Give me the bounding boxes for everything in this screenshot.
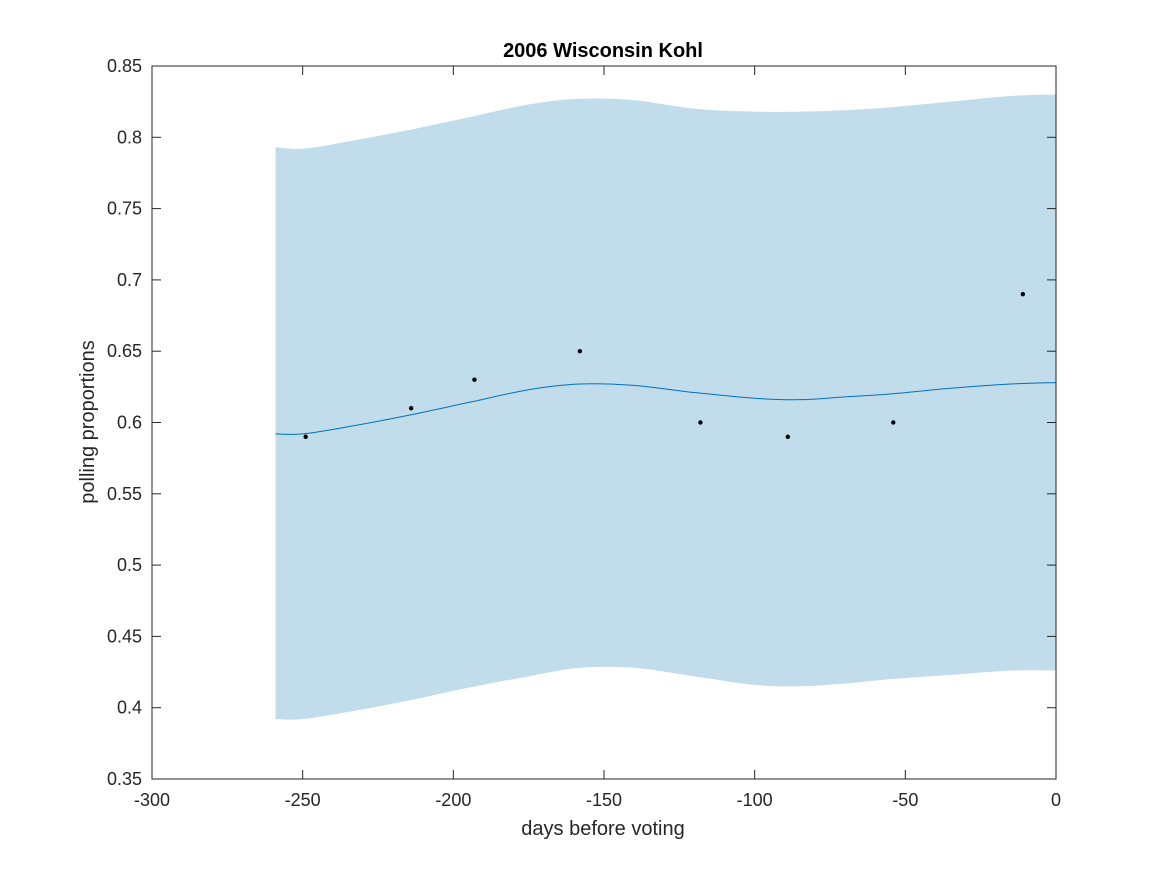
poll-point [698,420,703,425]
y-axis-label: polling proportions [77,340,99,503]
confidence-band [275,94,1057,720]
y-tick-label: 0.55 [107,484,142,504]
x-tick-label: -150 [586,790,622,810]
poll-point [408,406,414,411]
y-tick-label: 0.45 [107,626,142,646]
x-tick-label: -250 [285,790,321,810]
x-axis-label: days before voting [521,818,684,840]
plot-area [275,94,1057,720]
y-axis-ticks: 0.35 0.4 0.45 0.5 0.55 0.6 0.65 0.7 0.75 0.8 0.85 [107,56,1056,789]
fit-line [275,382,1057,435]
poll-point [577,349,583,354]
x-tick-label: -50 [892,790,918,810]
y-tick-label: 0.6 [117,413,142,433]
x-tick-label: -300 [134,790,170,810]
y-tick-label: 0.35 [107,769,142,789]
x-axis-ticks: -300 -250 -200 -150 -100 -50 0 [134,66,1061,810]
y-tick-label: 0.8 [117,127,142,147]
y-tick-label: 0.75 [107,199,142,219]
poll-point [891,420,896,425]
poll-point [785,434,791,439]
x-tick-label: -100 [737,790,773,810]
x-tick-label: -200 [435,790,471,810]
y-tick-label: 0.85 [107,56,142,76]
chart-title: 2006 Wisconsin Kohl [503,40,703,62]
y-tick-label: 0.65 [107,341,142,361]
poll-point [303,434,308,439]
poll-point [1020,291,1026,297]
y-tick-label: 0.4 [117,698,142,718]
poll-point [472,377,477,382]
y-tick-label: 0.7 [117,270,142,290]
x-tick-label: 0 [1051,790,1061,810]
y-tick-label: 0.5 [117,555,142,575]
poll-points [303,291,1026,439]
